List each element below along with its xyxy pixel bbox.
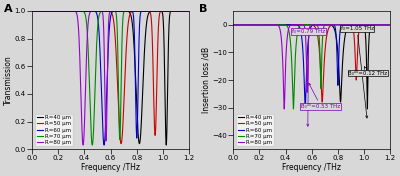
X-axis label: Frequency /THz: Frequency /THz [81, 163, 140, 172]
Text: B₀⁴⁰=0.53 THz: B₀⁴⁰=0.53 THz [301, 83, 340, 109]
Y-axis label: Insertion loss /dB: Insertion loss /dB [202, 47, 211, 113]
Legend: R=40 μm, R=50 μm, R=60 μm, R=70 μm, R=80 μm: R=40 μm, R=50 μm, R=60 μm, R=70 μm, R=80… [236, 114, 274, 146]
Text: A: A [4, 4, 12, 14]
Text: f₀=1.05 THz: f₀=1.05 THz [340, 26, 374, 118]
Y-axis label: Transmission: Transmission [4, 55, 13, 105]
X-axis label: Frequency /THz: Frequency /THz [282, 163, 341, 172]
Text: B: B [199, 4, 207, 14]
Text: B₀⁴⁰=0.12 THz: B₀⁴⁰=0.12 THz [348, 67, 388, 76]
Text: f₀=0.79 THz: f₀=0.79 THz [292, 29, 325, 126]
Legend: R=40 μm, R=50 μm, R=60 μm, R=70 μm, R=80 μm: R=40 μm, R=50 μm, R=60 μm, R=70 μm, R=80… [35, 114, 73, 146]
